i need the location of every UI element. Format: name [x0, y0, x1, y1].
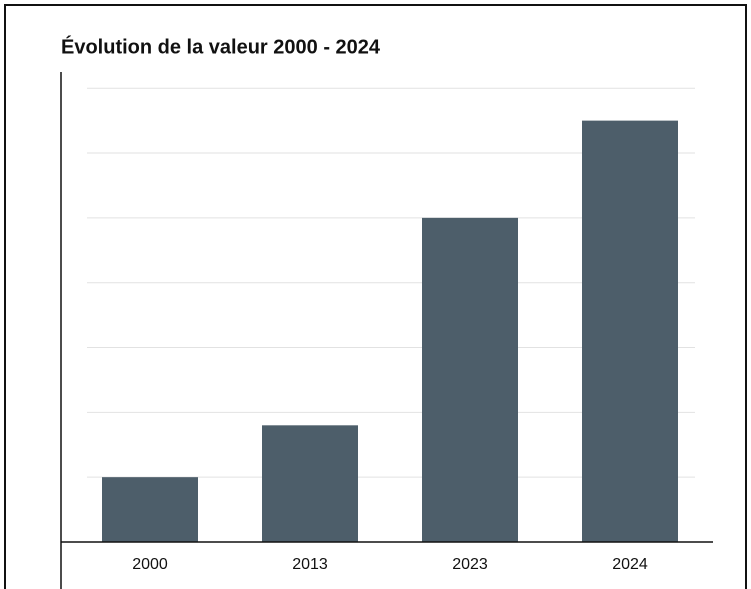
x-tick-label: 2023: [452, 556, 488, 573]
frame: [4, 4, 747, 589]
bar: [102, 477, 198, 542]
chart-title: Évolution de la valeur 2000 - 2024: [61, 35, 381, 58]
bar: [422, 217, 518, 543]
bar: [262, 425, 358, 542]
x-tick-label: 2013: [292, 556, 328, 573]
x-tick-label: 2000: [132, 556, 168, 573]
bar: [582, 120, 678, 542]
x-tick-label: 2024: [612, 556, 648, 573]
